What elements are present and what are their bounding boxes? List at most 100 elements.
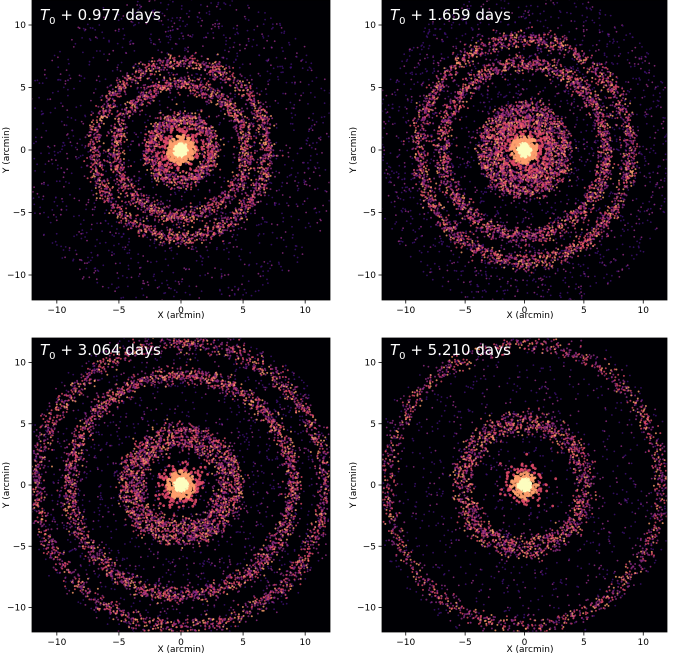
particle (169, 116, 172, 119)
particle (233, 214, 235, 217)
particle (116, 77, 119, 79)
particle (107, 249, 110, 252)
particle (89, 140, 92, 143)
particle (285, 144, 288, 147)
particle (245, 44, 248, 47)
particle (182, 224, 185, 227)
particle (196, 16, 199, 19)
particle (210, 87, 213, 90)
particle (201, 166, 204, 169)
particle (174, 73, 177, 76)
particle (284, 92, 287, 95)
particle (145, 200, 148, 203)
particle (208, 127, 211, 130)
particle (159, 41, 162, 43)
particle (303, 179, 305, 182)
particle (174, 177, 177, 180)
particle (241, 63, 244, 66)
particle (314, 148, 317, 150)
particle (114, 104, 117, 107)
particle (111, 154, 114, 157)
particle (247, 204, 250, 207)
particle (157, 145, 159, 148)
particle (191, 74, 193, 76)
particle (303, 183, 306, 186)
particle (130, 81, 133, 84)
particle (84, 28, 87, 31)
particle (136, 107, 139, 110)
particle (234, 95, 236, 98)
particle (124, 217, 127, 219)
particle (199, 207, 202, 210)
particle (153, 87, 156, 90)
particle (34, 79, 36, 82)
particle (174, 207, 176, 210)
particle (210, 212, 213, 215)
particle (225, 99, 228, 101)
particle (166, 219, 169, 222)
particle (172, 271, 175, 274)
particle (262, 218, 264, 221)
particle (267, 171, 270, 174)
particle (151, 132, 154, 135)
particle (222, 93, 225, 96)
particle (137, 82, 139, 85)
particle (262, 135, 265, 138)
particle (201, 93, 204, 96)
particle (54, 196, 57, 199)
particle (207, 206, 210, 209)
particle (293, 129, 295, 132)
particle (117, 204, 119, 207)
particle (159, 116, 162, 119)
particle (233, 229, 235, 232)
particle (150, 33, 152, 36)
particle (219, 73, 222, 76)
particle (134, 103, 137, 106)
particle (257, 170, 260, 173)
particle (123, 179, 126, 181)
particle (36, 128, 38, 131)
particle (123, 185, 126, 188)
particle (75, 157, 78, 160)
particle (220, 110, 222, 112)
particle (94, 180, 97, 183)
particle (178, 189, 181, 192)
particle (122, 225, 125, 228)
particle (227, 105, 230, 108)
particle (137, 17, 140, 20)
particle (237, 182, 240, 185)
particle (187, 83, 190, 86)
particle (119, 180, 122, 183)
particle (169, 34, 172, 37)
particle (151, 180, 153, 183)
particle (226, 229, 229, 232)
particle (238, 255, 241, 258)
particle (294, 93, 297, 95)
particle (178, 283, 181, 285)
particle (231, 211, 234, 214)
particle (173, 123, 176, 126)
particle (238, 153, 240, 156)
particle (208, 209, 211, 212)
particle (208, 211, 211, 214)
particle (203, 166, 205, 169)
particle (159, 11, 162, 13)
particle (121, 127, 124, 130)
particle (292, 107, 295, 110)
particle (116, 105, 118, 108)
particle (98, 24, 101, 26)
particle (133, 184, 136, 187)
particle (234, 195, 237, 198)
particle (203, 88, 206, 91)
particle (201, 177, 204, 180)
particle (142, 91, 144, 94)
particle (123, 181, 125, 184)
particle (201, 96, 204, 99)
particle (85, 267, 88, 270)
particle (177, 124, 180, 127)
particle (87, 143, 90, 146)
particle (303, 161, 305, 164)
particle (55, 219, 58, 222)
particle (258, 242, 261, 244)
particle (265, 93, 268, 95)
